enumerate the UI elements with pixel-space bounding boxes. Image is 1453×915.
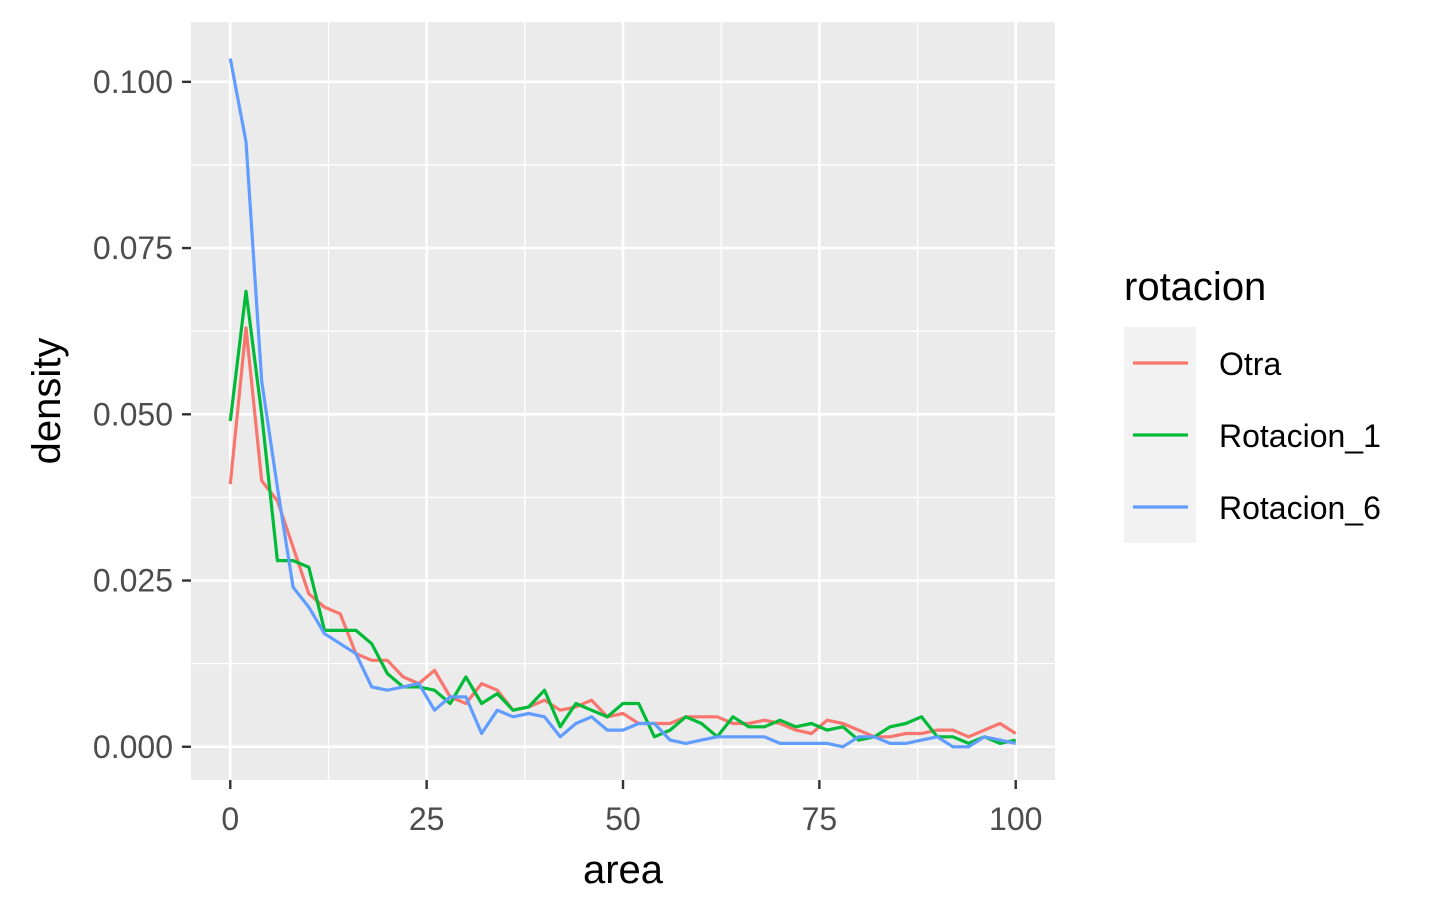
x-axis-title: area	[583, 848, 664, 892]
x-tick-label: 50	[605, 801, 641, 837]
legend-label: Rotacion_6	[1219, 490, 1381, 526]
series-line-rotacion-1	[228, 289, 1017, 746]
y-tick-label: 0.100	[93, 64, 173, 100]
y-tick-label: 0.075	[93, 230, 173, 266]
y-tick-label: 0.025	[93, 563, 173, 599]
legend-entries: Otra Rotacion_1 Rotacion_6	[1133, 346, 1381, 526]
legend: rotacion Otra Rotacion_1 Rotacion_6	[1124, 265, 1381, 543]
y-axis-title: density	[25, 338, 69, 465]
x-tick-label: 0	[221, 801, 239, 837]
y-tick-label: 0.050	[93, 396, 173, 432]
series-lines	[228, 58, 1017, 749]
x-tick-label: 100	[989, 801, 1042, 837]
y-tick-label: 0.000	[93, 729, 173, 765]
major-gridlines	[191, 22, 1055, 780]
legend-label: Rotacion_1	[1219, 418, 1381, 454]
x-tick-label: 25	[409, 801, 445, 837]
legend-title: rotacion	[1124, 265, 1266, 309]
x-tick-label: 75	[802, 801, 838, 837]
series-line-otra	[228, 326, 1017, 739]
legend-label: Otra	[1219, 346, 1281, 382]
x-axis: 0 25 50 75 100	[221, 780, 1042, 837]
series-line-rotacion-6	[228, 58, 1017, 749]
y-axis: 0.000 0.025 0.050 0.075 0.100	[93, 64, 191, 765]
